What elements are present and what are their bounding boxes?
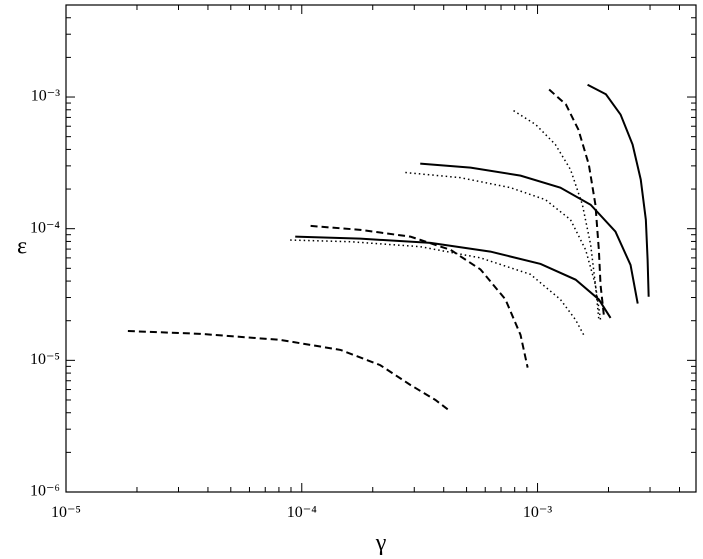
y-tick-label: 10⁻⁵ [30, 351, 60, 368]
data-line [548, 88, 605, 315]
x-tick-label: 10⁻³ [523, 504, 552, 521]
data-line [127, 330, 450, 411]
x-tick-label: 10⁻⁵ [51, 504, 81, 521]
plot-frame [65, 4, 697, 493]
y-tick-label: 10⁻³ [31, 88, 60, 105]
data-line [310, 224, 529, 368]
x-axis-label: γ [375, 530, 387, 556]
data-line [420, 162, 639, 304]
y-tick-label: 10⁻⁶ [30, 483, 60, 500]
data-line [587, 83, 650, 297]
x-tick-label: 10⁻⁴ [287, 504, 317, 521]
y-tick-label: 10⁻⁴ [30, 219, 60, 236]
data-line [290, 239, 585, 336]
y-axis-label: ε [17, 234, 27, 260]
data-line [405, 171, 602, 320]
data-line [295, 235, 612, 319]
